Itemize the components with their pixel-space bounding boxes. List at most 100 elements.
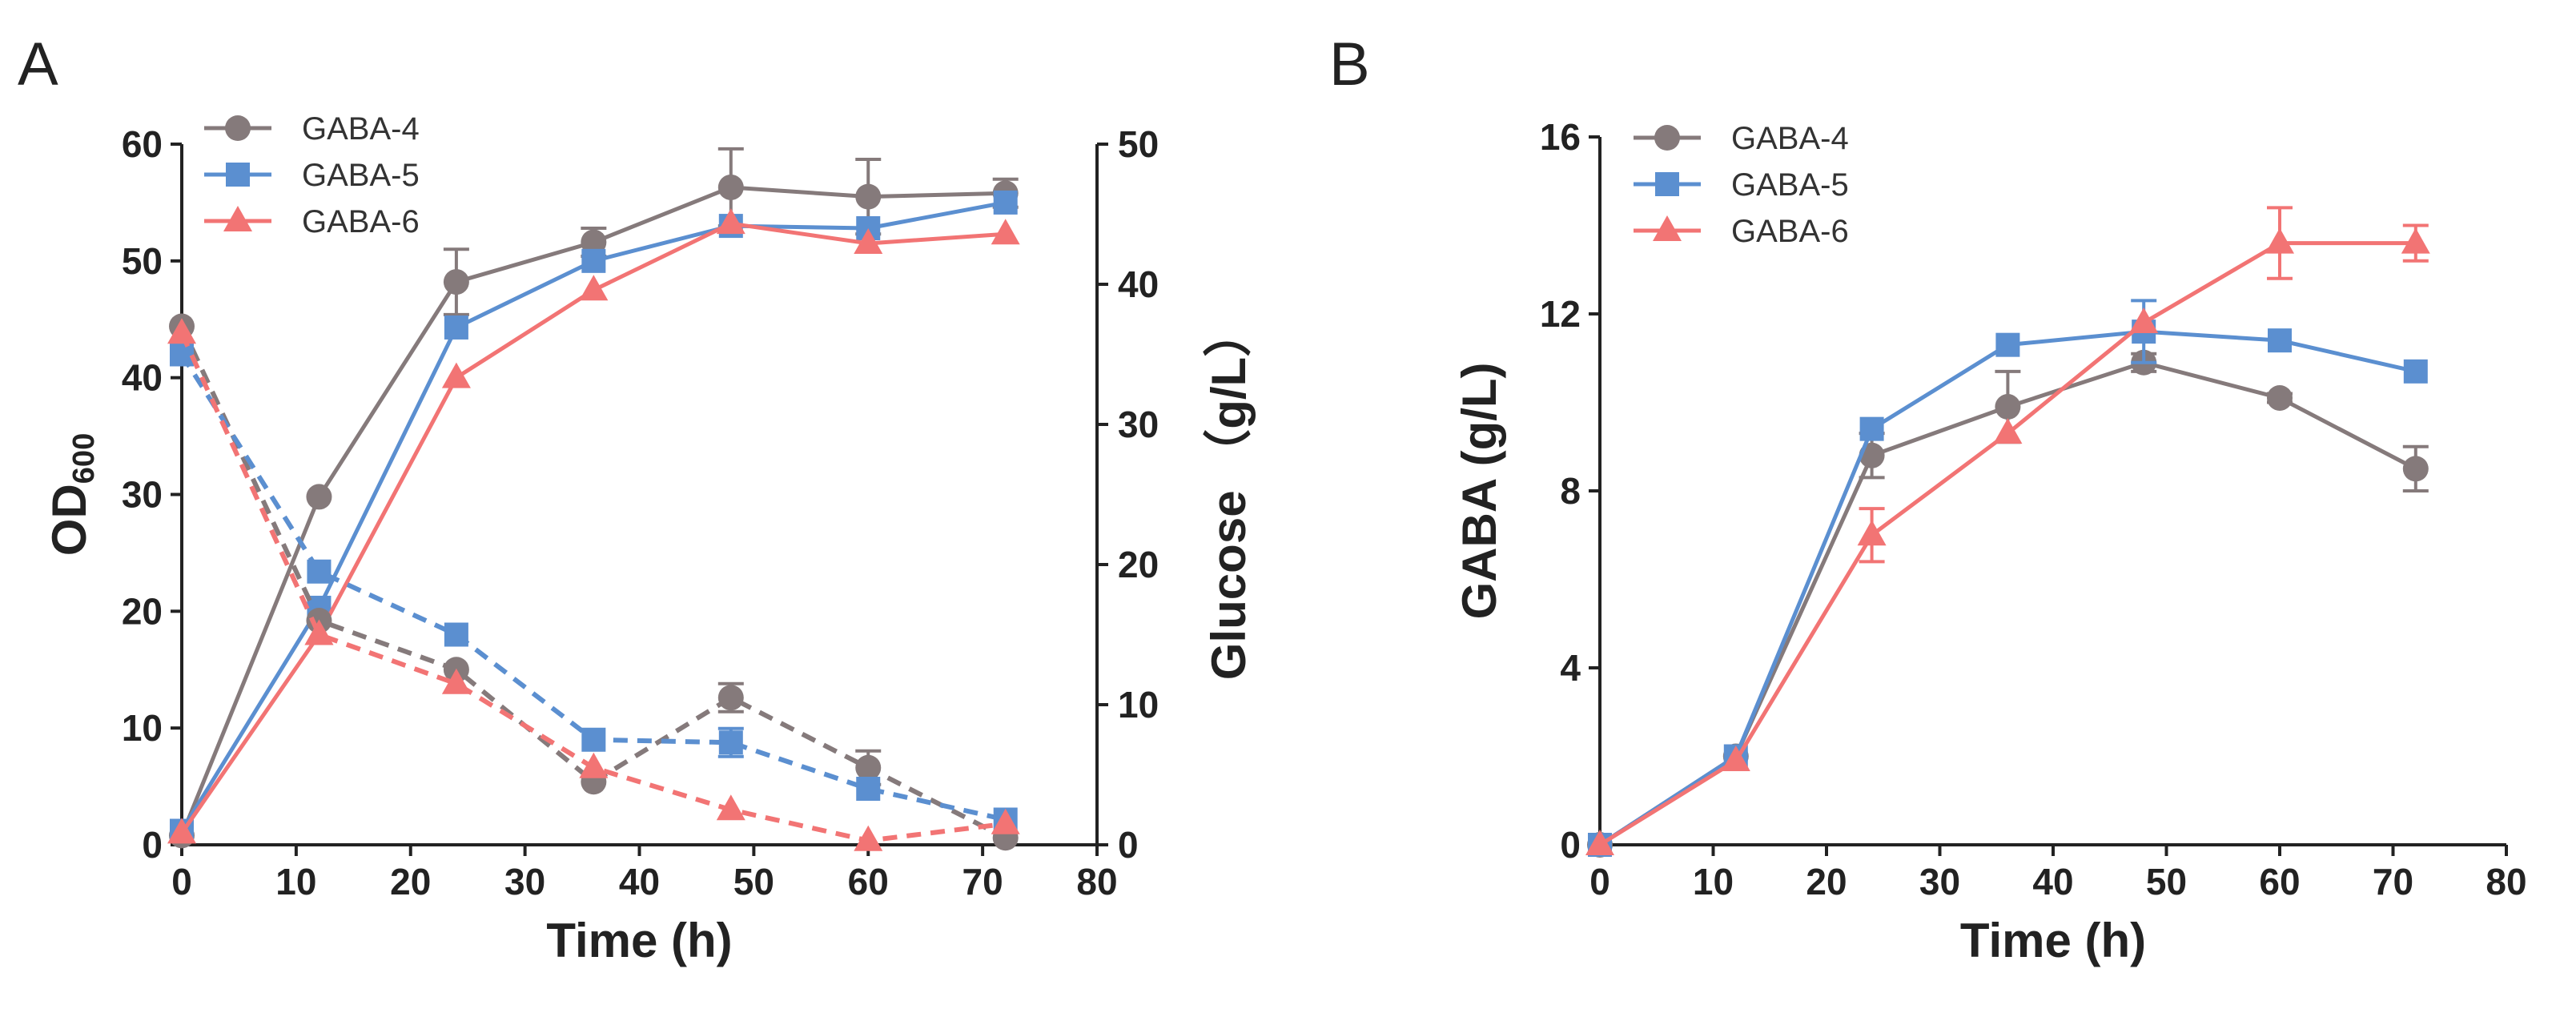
chart-a-legend-marker [223,206,252,231]
chart-a-series-5 [167,318,1020,851]
panel-a-letter: A [18,30,58,98]
chart-a-legend-marker [226,163,250,187]
chart-b-y-tick-label: 8 [1560,470,1581,512]
chart-b-y-tick-label: 12 [1540,293,1581,335]
chart-b-x-tick-label: 20 [1806,861,1847,902]
chart-b-x-tick-label: 0 [1589,861,1610,902]
chart-a-y-tick-label: 50 [122,240,163,282]
chart-b-legend-label: GABA-6 [1731,214,1849,249]
chart-a-x-tick-label: 0 [171,861,192,902]
chart-b-data-point [1993,418,2023,444]
chart-a-data-point [167,318,196,344]
chart-b-legend-marker [1654,125,1680,151]
chart-a-data-point [717,685,744,711]
chart-b-x-tick-label: 80 [2486,861,2526,902]
chart-a-x-tick-label: 30 [504,861,545,902]
chart-a-legend-item: GABA-5 [204,158,420,193]
panel-b-letter: B [1329,30,1370,98]
chart-a-x-tick-label: 70 [962,861,1003,902]
chart-b-y-tick-label: 16 [1540,116,1581,158]
chart-a-x-tick-label: 40 [619,861,660,902]
chart-b-x-tick-label: 30 [1919,861,1960,902]
chart-b-y-tick-label: 4 [1560,647,1581,689]
chart-a-legend-marker [225,115,251,141]
chart-a-data-point [854,825,883,851]
chart-a: 0 10 20 30 40 50 60 70 8001020304050600102030405… [42,111,1256,967]
chart-a-x-tick-label: 50 [733,861,774,902]
chart-b-data-point [1585,830,1614,855]
chart-b-x-axis-title: Time (h) [1960,914,2146,967]
chart-a-data-point [443,269,469,295]
chart-a-data-point [444,315,468,340]
chart-a-data-point [716,794,745,821]
chart-a-y-tick-label: 30 [122,474,163,516]
chart-b-x-tick-label: 40 [2032,861,2073,902]
chart-b-data-point [2268,328,2292,353]
chart-a-data-point [579,275,609,301]
chart-a-data-point [991,219,1020,245]
chart-b-data-point [1995,394,2021,420]
chart-a-y-tick-label: 10 [122,707,163,749]
chart-a-legend-item: GABA-4 [204,111,420,147]
chart-a-data-point [581,229,607,255]
chart-a-y-tick-label: 40 [122,357,163,399]
chart-a-y-tick-label: 20 [122,590,163,632]
chart-a-y2-tick-label: 50 [1118,123,1159,165]
chart-a-data-point [581,248,606,273]
chart-b-legend-marker [1655,172,1679,196]
chart-b-y-axis-title: GABA (g/L) [1453,362,1506,619]
chart-b-data-point [1859,416,1884,441]
chart-b-legend-item: GABA-6 [1634,214,1849,249]
chart-b-data-point [2401,227,2430,254]
chart-a-data-point [167,818,196,844]
chart-a-y2-tick-label: 30 [1118,404,1159,445]
chart-a-y2-tick-label: 40 [1118,263,1159,305]
chart-b-x-tick-label: 50 [2146,861,2187,902]
chart-a-y2-tick-label: 0 [1118,824,1139,866]
chart-b-series-2 [1585,206,2430,855]
chart-a-y-axis-title: OD600 [42,433,101,556]
chart-a-legend-label: GABA-6 [302,204,420,239]
chart-a-y-axis-title-main: OD [42,484,96,556]
chart-b-data-point [2403,359,2428,384]
chart-a-x-tick-label: 10 [275,861,316,902]
chart-a-data-point [717,174,744,200]
chart-b-data-point [2265,227,2294,254]
chart-a-legend-item: GABA-6 [204,204,420,239]
chart-b-data-point [2402,456,2429,482]
chart-a-data-point [306,484,332,510]
chart-a-data-point [441,362,471,388]
chart-a-data-point [855,754,882,781]
chart-a-data-point [718,730,743,755]
chart-a-data-point [716,208,745,235]
chart-b-legend-label: GABA-5 [1731,167,1849,203]
chart-b-x-tick-label: 60 [2259,861,2300,902]
chart-b-x-tick-label: 10 [1693,861,1734,902]
chart-a-y2-tick-label: 10 [1118,684,1159,726]
chart-b-data-point [1857,520,1887,546]
chart-a-data-point [444,622,468,647]
chart-a-y2-axis-title: Glucose （g/L） [1202,309,1256,680]
chart-a-x-tick-label: 80 [1076,861,1117,902]
chart-a-y-tick-label: 0 [142,824,163,866]
chart-a-data-point [855,183,882,210]
chart-a-data-point [856,777,881,801]
chart-b-y-tick-label: 0 [1560,824,1581,866]
chart-a-data-point [441,668,471,694]
chart-a-y-tick-label: 60 [122,123,163,165]
chart-a-x-tick-label: 60 [848,861,889,902]
chart-b-legend-item: GABA-5 [1634,167,1849,203]
chart-b-legend-item: GABA-4 [1634,121,1849,156]
chart-b: 0 10 20 30 40 50 60 70 80 0 4 8 12 16 Time (h) GABA (g/… [1453,116,2527,967]
chart-b-data-point [2267,384,2293,411]
chart-a-data-point [581,727,606,752]
chart-a-x-axis-title: Time (h) [546,914,732,967]
chart-a-x-tick-label: 20 [390,861,431,902]
chart-b-legend-marker [1653,215,1682,241]
chart-b-data-point [1995,332,2020,357]
chart-a-data-point [993,190,1018,215]
chart-b-data-point [1721,746,1750,772]
chart-a-data-point [307,559,332,584]
chart-a-data-point [170,342,194,367]
